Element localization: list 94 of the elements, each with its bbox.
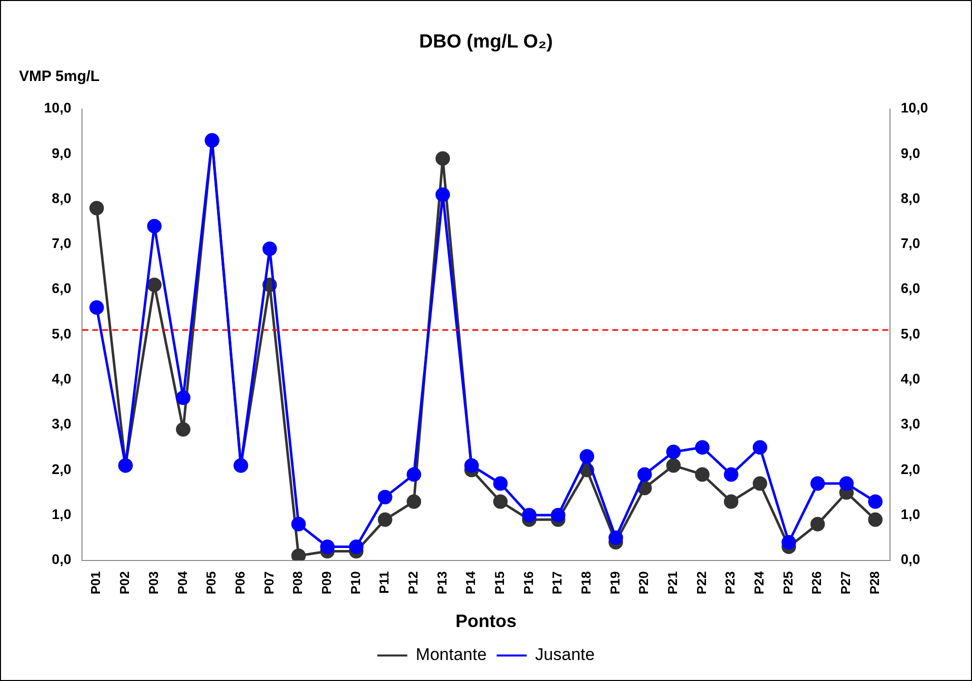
x-tick-label: P28 — [866, 571, 882, 594]
y-tick-label: 7,0 — [52, 235, 72, 252]
point — [637, 467, 652, 482]
y-tick-label: 4,0 — [52, 370, 72, 387]
x-tick-label: P13 — [434, 571, 450, 594]
x-tick-label: P23 — [722, 571, 738, 594]
x-tick-label: P04 — [174, 570, 190, 594]
x-tick-label: P03 — [146, 571, 161, 594]
point — [176, 422, 190, 437]
point — [378, 512, 392, 527]
y2-tick-label: 4,0 — [900, 370, 920, 387]
point — [724, 494, 738, 509]
point — [406, 467, 422, 482]
y-tick-label: 5,0 — [52, 325, 72, 342]
x-tick-label: P15 — [492, 571, 507, 594]
y-tick-label: 0,0 — [52, 551, 72, 568]
point — [176, 390, 190, 405]
y2-tick-label: 6,0 — [900, 280, 920, 296]
point — [89, 200, 104, 216]
y2-tick-label: 8,0 — [900, 190, 920, 206]
y-tick-label: 3,0 — [52, 416, 72, 432]
x-tick-label: P16 — [520, 571, 536, 594]
x-tick-label: P26 — [809, 571, 824, 594]
point — [464, 458, 479, 473]
x-tick-label: P14 — [463, 570, 478, 594]
x-axis-title: Pontos — [456, 611, 516, 632]
x-tick-label: P10 — [348, 571, 363, 594]
point — [810, 516, 825, 532]
x-tick-label: P11 — [376, 571, 392, 594]
legend-label: Jusante — [535, 645, 595, 664]
x-tick-label: P22 — [694, 571, 709, 594]
point — [752, 476, 768, 491]
x-tick-label: P17 — [550, 571, 565, 594]
point — [608, 530, 624, 545]
y2-tick-label: 10,0 — [900, 100, 928, 116]
y2-tick-label: 5,0 — [900, 325, 920, 342]
chart-title: DBO (mg/L O₂) — [419, 32, 553, 53]
point — [291, 516, 306, 532]
x-tick-label: P21 — [665, 571, 680, 594]
y2-tick-label: 1,0 — [900, 506, 920, 522]
point — [348, 539, 364, 554]
point — [580, 449, 594, 464]
x-tick-label: P07 — [261, 571, 276, 594]
point — [262, 242, 277, 256]
point — [522, 508, 537, 522]
y2-tick-label: 2,0 — [900, 460, 920, 477]
point — [782, 534, 796, 550]
point — [147, 278, 162, 292]
point — [147, 218, 162, 234]
point — [724, 467, 738, 482]
point — [493, 494, 508, 509]
x-tick-label: P20 — [636, 571, 652, 594]
y2-tick-label: 7,0 — [900, 235, 920, 252]
point — [666, 444, 681, 460]
x-tick-label: P18 — [578, 571, 594, 594]
y-tick-label: 6,0 — [52, 280, 72, 296]
x-tick-label: P27 — [838, 571, 854, 594]
x-tick-label: P19 — [607, 571, 622, 594]
x-tick-label: P24 — [752, 570, 767, 594]
x-tick-label: P02 — [117, 571, 132, 594]
y-tick-label: 10,0 — [44, 100, 72, 116]
y-tick-label: 1,0 — [52, 506, 72, 522]
point — [435, 187, 450, 202]
y-tick-label: 8,0 — [52, 190, 72, 206]
y2-tick-label: 3,0 — [900, 416, 920, 432]
point — [695, 467, 710, 482]
y2-tick-label: 0,0 — [900, 551, 920, 568]
point — [868, 512, 883, 527]
point — [493, 476, 508, 491]
point — [320, 539, 335, 554]
y-tick-label: 2,0 — [52, 460, 72, 477]
y2-tick-label: 9,0 — [900, 144, 920, 161]
point — [435, 151, 450, 166]
point — [378, 490, 392, 504]
x-tick-label: P25 — [780, 571, 796, 594]
legend-label: Montante — [416, 645, 487, 664]
x-tick-label: P08 — [290, 571, 306, 594]
x-tick-label: P09 — [318, 571, 334, 594]
y-axis-title: VMP 5mg/L — [19, 68, 100, 86]
x-tick-label: P06 — [232, 571, 248, 594]
point — [839, 476, 854, 491]
point — [406, 494, 422, 509]
x-tick-label: P01 — [88, 571, 104, 594]
point — [291, 548, 306, 560]
point — [752, 440, 768, 455]
x-tick-label: P12 — [405, 571, 420, 594]
point — [666, 458, 681, 473]
point — [89, 300, 104, 315]
point — [868, 494, 883, 509]
point — [550, 508, 566, 522]
y-tick-label: 9,0 — [52, 144, 72, 161]
point — [695, 440, 710, 455]
point — [810, 476, 825, 491]
x-tick-label: P05 — [204, 571, 219, 594]
